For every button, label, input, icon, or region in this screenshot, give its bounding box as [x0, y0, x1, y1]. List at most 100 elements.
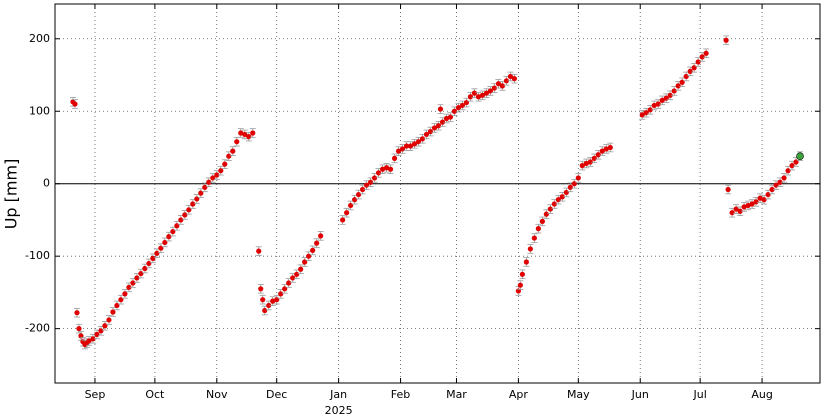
- point: [122, 291, 128, 297]
- point: [234, 139, 240, 145]
- point: [138, 270, 144, 277]
- point: [126, 284, 132, 290]
- point: [98, 328, 104, 334]
- point: [260, 297, 266, 303]
- point: [86, 338, 92, 344]
- point: [723, 37, 729, 43]
- point: [535, 226, 541, 232]
- point: [737, 208, 743, 214]
- point: [503, 78, 510, 84]
- point: [437, 106, 444, 112]
- x-tick-label: Mar: [446, 388, 467, 401]
- point: [298, 266, 304, 272]
- point: [310, 247, 316, 253]
- point: [667, 92, 673, 98]
- point: [455, 105, 462, 111]
- point: [340, 217, 346, 223]
- point: [206, 179, 212, 185]
- point: [687, 68, 693, 74]
- point: [725, 186, 731, 193]
- point: [407, 143, 414, 149]
- point: [403, 143, 410, 149]
- point: [356, 191, 362, 198]
- point: [703, 50, 709, 56]
- point: [359, 186, 366, 193]
- point: [411, 141, 418, 147]
- point: [230, 148, 236, 154]
- x-tick-label: Sep: [85, 388, 106, 401]
- point: [761, 197, 767, 203]
- x-tick-label: Apr: [509, 388, 529, 401]
- x-tick-label: Jun: [631, 388, 649, 401]
- point: [391, 155, 398, 161]
- point: [491, 85, 498, 91]
- point: [443, 115, 450, 122]
- point: [286, 280, 292, 286]
- point: [110, 309, 116, 315]
- point: [74, 310, 80, 316]
- x-tick-label: Oct: [145, 388, 165, 401]
- point: [551, 201, 557, 207]
- point: [671, 88, 677, 94]
- point: [563, 189, 569, 196]
- point: [785, 168, 791, 174]
- point: [567, 184, 573, 190]
- point: [395, 148, 402, 154]
- point: [294, 271, 300, 277]
- point: [527, 246, 533, 252]
- point: [379, 166, 386, 172]
- point: [547, 206, 553, 212]
- point: [258, 286, 264, 292]
- y-tick-label: 100: [29, 104, 50, 117]
- point: [383, 165, 390, 171]
- point: [166, 234, 172, 240]
- point: [150, 255, 156, 261]
- point: [789, 163, 795, 169]
- point: [479, 92, 486, 98]
- point: [675, 83, 681, 89]
- point: [222, 161, 228, 167]
- point: [242, 131, 248, 138]
- point: [777, 179, 783, 185]
- point: [531, 235, 537, 241]
- point: [266, 302, 272, 309]
- point: [182, 212, 188, 218]
- point: [76, 326, 82, 332]
- point: [190, 201, 196, 207]
- point: [218, 168, 224, 174]
- point: [749, 201, 755, 207]
- point: [246, 134, 252, 140]
- point: [757, 195, 763, 201]
- point: [483, 90, 490, 96]
- x-tick-label: Jan: [329, 388, 347, 401]
- y-tick-label: -100: [25, 249, 50, 262]
- point: [256, 248, 262, 254]
- point: [419, 136, 426, 142]
- point: [344, 210, 350, 216]
- point: [781, 175, 787, 181]
- point: [745, 202, 751, 209]
- point: [695, 59, 701, 65]
- point: [659, 97, 665, 103]
- point: [583, 160, 589, 167]
- x-tick-label: Jul: [693, 388, 707, 401]
- point: [543, 211, 549, 217]
- point: [769, 186, 775, 193]
- y-tick-label: -200: [25, 322, 50, 335]
- point: [467, 94, 474, 100]
- point: [683, 73, 689, 80]
- point: [511, 76, 517, 82]
- point: [90, 336, 96, 342]
- point: [599, 148, 605, 154]
- point: [238, 130, 244, 136]
- year-label: 2025: [325, 404, 353, 417]
- plot-area: [54, 3, 821, 384]
- point: [559, 194, 565, 200]
- point: [575, 175, 581, 181]
- point: [499, 83, 506, 89]
- x-tick-label: Nov: [206, 388, 228, 401]
- point: [517, 282, 523, 288]
- point: [587, 159, 593, 165]
- point: [367, 179, 374, 185]
